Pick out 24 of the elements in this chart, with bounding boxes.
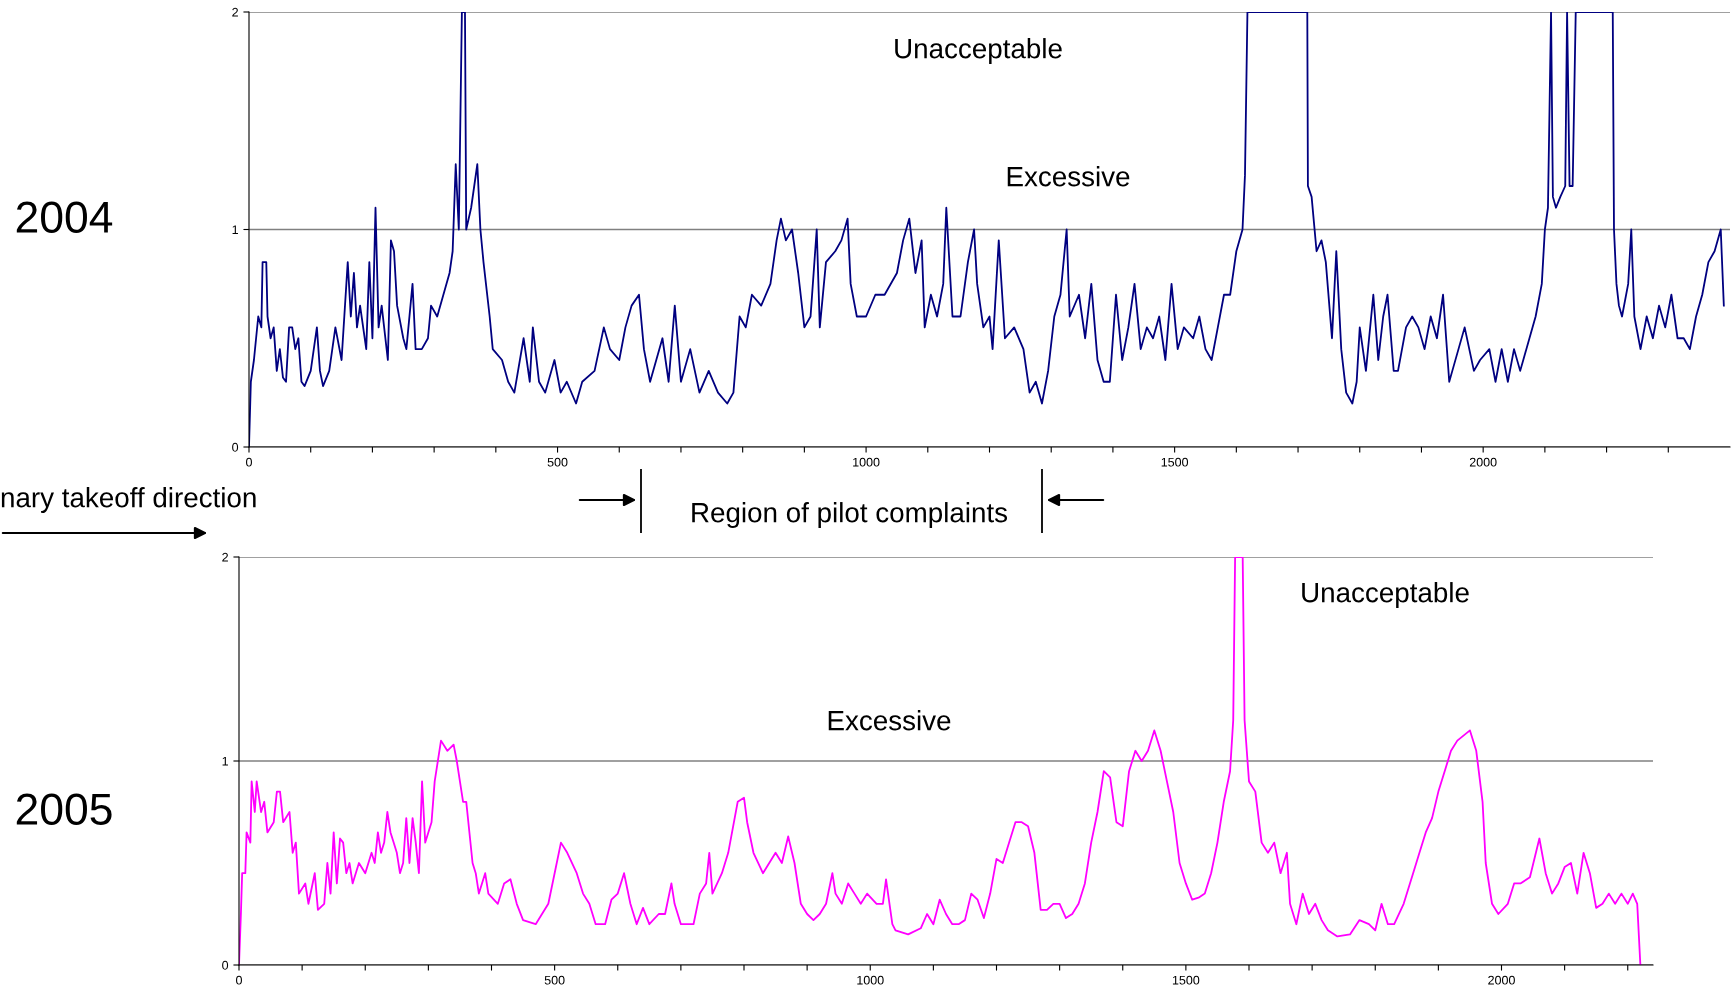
x-tick-label: 500 bbox=[544, 975, 565, 985]
x-tick-label: 1000 bbox=[853, 457, 880, 467]
text: 2005 bbox=[16, 793, 112, 825]
annotation: Unacceptable bbox=[1302, 582, 1469, 608]
text: 2004 bbox=[16, 201, 113, 233]
x-tick-label: 1000 bbox=[857, 975, 884, 985]
y-tick-label: 0 bbox=[232, 442, 239, 452]
y-tick-label: 2 bbox=[222, 552, 228, 562]
annotation: Unacceptable bbox=[895, 38, 1062, 64]
x-tick-label: 1500 bbox=[1172, 975, 1200, 985]
text: Region of pilot complaints bbox=[692, 502, 1008, 528]
y-tick-label: 1 bbox=[232, 225, 238, 235]
x-tick-label: 0 bbox=[246, 457, 252, 467]
x-tick-label: 1500 bbox=[1161, 457, 1189, 467]
x-tick-label: 2000 bbox=[1469, 457, 1497, 467]
text: nary takeoff direction bbox=[1, 487, 256, 513]
y-tick-label: 1 bbox=[222, 756, 228, 766]
x-tick-label: 2000 bbox=[1488, 975, 1515, 985]
annotation: Excessive bbox=[1007, 166, 1130, 187]
x-tick-label: 500 bbox=[547, 457, 568, 467]
annotation: Excessive bbox=[828, 710, 951, 731]
y-tick-label: 2 bbox=[232, 7, 238, 17]
line-series bbox=[239, 557, 1642, 965]
y-tick-label: 0 bbox=[222, 960, 229, 970]
